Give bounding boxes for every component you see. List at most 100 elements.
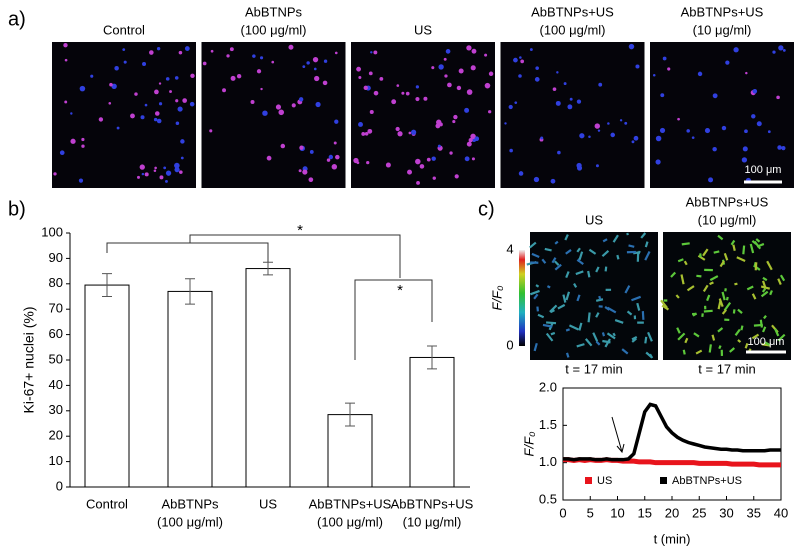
cell	[683, 260, 688, 266]
cell	[568, 324, 579, 331]
cell	[431, 66, 435, 70]
cell	[575, 270, 584, 276]
cell	[631, 337, 637, 343]
cell	[426, 157, 431, 162]
cell	[588, 135, 591, 139]
cell	[660, 299, 668, 309]
error-bar	[263, 261, 273, 276]
cell	[367, 128, 373, 134]
cell	[529, 48, 533, 51]
bar	[245, 268, 291, 488]
cell	[598, 295, 602, 300]
cell	[396, 84, 400, 87]
cell	[675, 294, 680, 299]
cell	[456, 85, 462, 91]
y-tick-label: 0.5	[539, 491, 557, 506]
cell	[777, 333, 786, 342]
cell	[702, 284, 709, 293]
cell	[466, 141, 472, 147]
cell	[721, 125, 727, 131]
y-tick-label: 0	[56, 478, 63, 493]
cell	[766, 260, 773, 271]
cell	[70, 112, 73, 115]
cell	[776, 95, 780, 100]
cell	[415, 85, 419, 89]
cell	[712, 146, 717, 152]
cell	[598, 82, 603, 87]
cell	[154, 89, 159, 95]
cell	[53, 172, 57, 176]
cell	[361, 132, 366, 136]
cell	[755, 238, 761, 243]
cell	[606, 306, 617, 314]
cell	[299, 145, 304, 150]
cell	[550, 178, 556, 184]
cell	[509, 148, 513, 153]
image-caption: t = 17 min	[698, 361, 755, 376]
cell	[70, 138, 76, 144]
cell	[729, 347, 736, 353]
cell	[333, 141, 337, 145]
cell	[397, 131, 403, 137]
cell	[415, 96, 420, 102]
cell	[660, 93, 665, 98]
cell	[753, 240, 762, 250]
cell	[222, 88, 227, 93]
cell	[395, 126, 400, 132]
cell	[652, 73, 656, 77]
cell	[335, 154, 340, 160]
cell	[379, 76, 384, 81]
cell	[751, 333, 760, 340]
cell	[144, 103, 148, 107]
cell	[612, 332, 616, 337]
x-tick-label: Control	[86, 496, 128, 511]
cell	[595, 298, 604, 302]
image-title: (10 μg/ml)	[698, 212, 757, 227]
cell	[640, 232, 647, 239]
cell	[544, 247, 552, 252]
cell	[576, 99, 582, 104]
cell	[385, 162, 391, 168]
cell	[562, 294, 567, 303]
cell	[331, 164, 338, 170]
x-tick-label: 20	[665, 505, 679, 520]
image-title: (100 μg/ml)	[240, 22, 306, 37]
y-tick-label: 100	[41, 224, 63, 239]
cell	[410, 129, 417, 135]
cell	[753, 323, 763, 327]
cell	[134, 92, 138, 96]
cell	[647, 331, 653, 342]
cell	[531, 252, 540, 259]
x-tick-label: (100 μg/ml)	[157, 514, 223, 529]
x-tick-label: 5	[587, 505, 594, 520]
x-tick-label: 25	[692, 505, 706, 520]
cell	[449, 151, 453, 155]
cell	[366, 160, 370, 165]
bar	[167, 290, 213, 488]
cell	[633, 135, 639, 141]
cell	[466, 45, 472, 51]
cell	[579, 133, 585, 139]
cell	[226, 54, 230, 58]
cell	[767, 130, 771, 134]
cell	[756, 242, 765, 248]
y-tick-label: 80	[49, 275, 63, 290]
image-title: US	[585, 212, 603, 227]
cell	[154, 166, 157, 170]
cell	[751, 293, 757, 300]
cell	[635, 64, 640, 69]
cell	[644, 241, 649, 248]
cell	[756, 121, 762, 127]
cell	[626, 232, 629, 236]
y-axis-label: Ki-67+ nuclei (%)	[21, 307, 37, 414]
cell	[470, 65, 476, 71]
cell	[709, 281, 714, 286]
cell	[358, 122, 363, 127]
cell	[210, 49, 214, 53]
cell	[691, 136, 695, 139]
cell	[612, 234, 619, 243]
cell	[370, 51, 373, 54]
cell	[550, 309, 555, 314]
y-tick-label: 1.0	[539, 454, 557, 469]
cell	[711, 334, 716, 341]
